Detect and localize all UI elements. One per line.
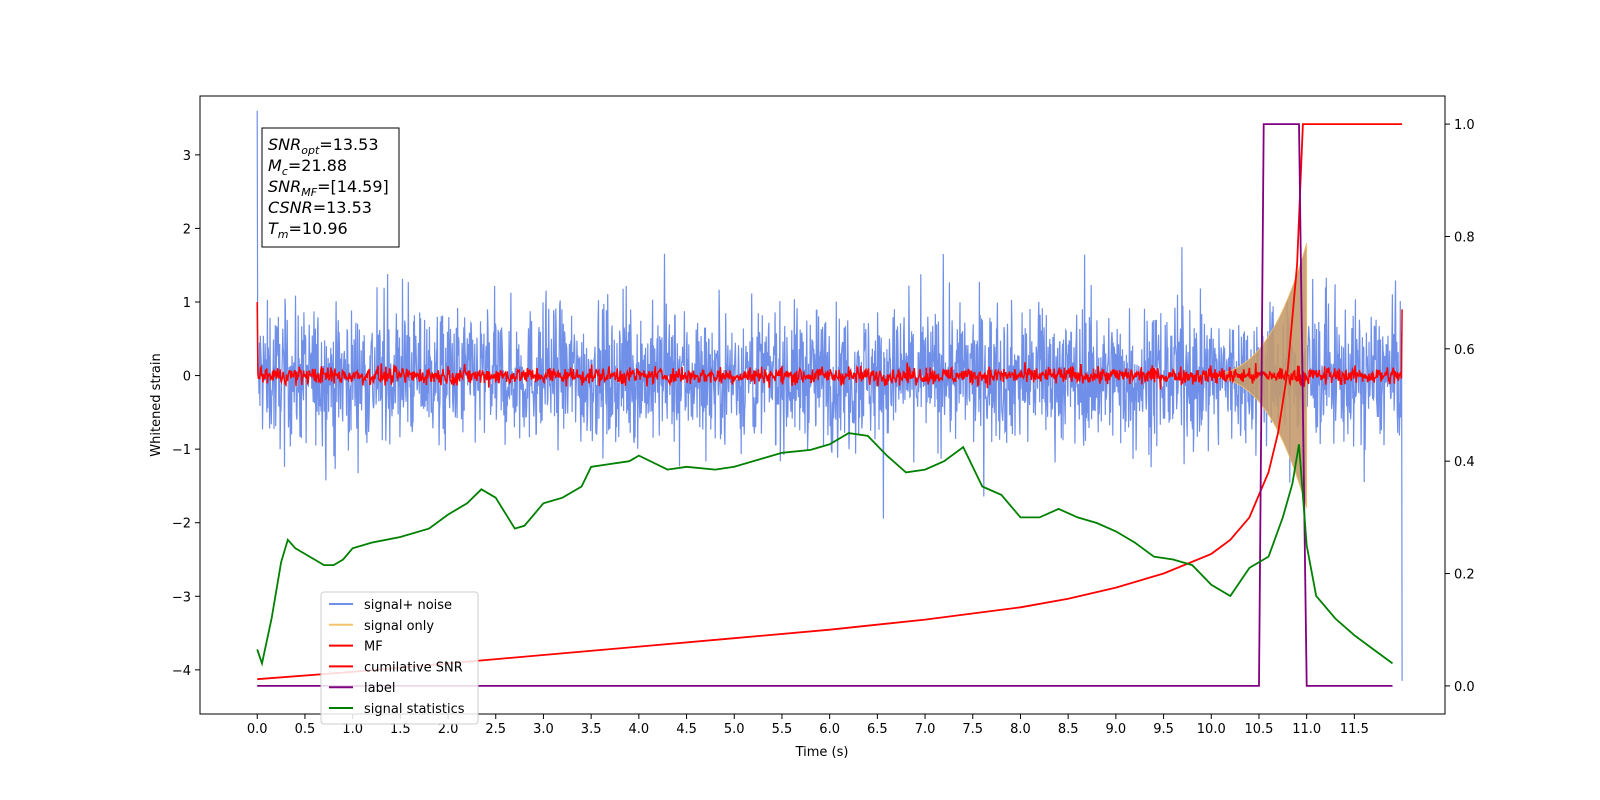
right-y-axis: 1.0 0.8 0.6 0.4 0.2 0.0 xyxy=(1445,118,1475,695)
y-left-tick-label: −4 xyxy=(172,664,191,679)
x-axis: 0.0 0.5 1.0 1.5 2.0 2.5 3.0 3.5 4.0 4.5 5.0 5.5 6.0 6… xyxy=(247,714,1369,737)
x-tick-label: 0.5 xyxy=(295,722,316,737)
y-left-tick-label: 2 xyxy=(183,222,191,237)
x-tick-label: 11.0 xyxy=(1292,722,1321,737)
x-tick-label: 11.5 xyxy=(1340,722,1369,737)
y-right-tick-label: 0.2 xyxy=(1454,568,1475,583)
x-tick-label: 1.5 xyxy=(390,722,411,737)
x-tick-label: 6.0 xyxy=(819,722,840,737)
legend-label-signal-statistics: signal statistics xyxy=(364,702,465,717)
x-tick-label: 4.0 xyxy=(629,722,650,737)
plot-area xyxy=(256,110,1403,687)
y-left-tick-label: −3 xyxy=(172,590,191,605)
y-right-tick-label: 0.4 xyxy=(1454,455,1475,470)
x-tick-label: 0.0 xyxy=(247,722,268,737)
legend-label-mf: MF xyxy=(364,640,383,655)
y-right-tick-label: 0.0 xyxy=(1454,680,1475,695)
y-left-tick-label: −1 xyxy=(172,443,191,458)
y-left-tick-label: 0 xyxy=(183,370,191,385)
y-right-tick-label: 1.0 xyxy=(1454,118,1475,133)
x-tick-label: 10.5 xyxy=(1244,722,1273,737)
x-tick-label: 8.0 xyxy=(1010,722,1031,737)
x-tick-label: 3.5 xyxy=(581,722,602,737)
y-axis-label: Whitened strain xyxy=(149,353,164,456)
x-tick-label: 7.5 xyxy=(962,722,983,737)
x-tick-label: 3.0 xyxy=(533,722,554,737)
x-tick-label: 9.5 xyxy=(1153,722,1174,737)
legend-frame xyxy=(320,591,479,725)
x-tick-label: 5.5 xyxy=(772,722,793,737)
y-left-tick-label: 1 xyxy=(183,296,191,311)
annotation-line: Tm=10.96 xyxy=(268,219,348,241)
x-tick-label: 1.0 xyxy=(342,722,363,737)
stats-annotation-box: SNRopt=13.53Mc=21.88SNRMF=[14.59]CSNR=13… xyxy=(261,127,400,248)
y-left-tick-label: 3 xyxy=(183,149,191,164)
legend-label-signal-only: signal only xyxy=(364,619,434,634)
annotation-line: CSNR=13.53 xyxy=(268,198,372,217)
x-tick-label: 8.5 xyxy=(1058,722,1079,737)
x-axis-label: Time (s) xyxy=(795,745,849,760)
series-label xyxy=(257,123,1393,687)
x-tick-label: 2.0 xyxy=(438,722,459,737)
legend: signal+ noise signal only MF cumilative SNR… xyxy=(320,591,479,725)
x-tick-label: 6.5 xyxy=(867,722,888,737)
x-tick-label: 10.0 xyxy=(1197,722,1226,737)
plot-frame xyxy=(199,95,1446,715)
legend-label-signal-noise: signal+ noise xyxy=(364,598,452,613)
x-tick-label: 5.0 xyxy=(724,722,745,737)
y-right-tick-label: 0.6 xyxy=(1454,343,1475,358)
annotation-line: SNRMF=[14.59] xyxy=(268,177,389,199)
legend-label-cumilative-snr: cumilative SNR xyxy=(364,660,463,675)
x-tick-label: 9.0 xyxy=(1106,722,1127,737)
series-cumilative-snr xyxy=(257,123,1403,681)
legend-label-label: label xyxy=(364,681,395,696)
x-tick-label: 2.5 xyxy=(485,722,506,737)
y-left-tick-label: −2 xyxy=(172,517,191,532)
x-tick-label: 4.5 xyxy=(676,722,697,737)
annotation-frame xyxy=(261,127,400,248)
x-tick-label: 7.0 xyxy=(915,722,936,737)
left-y-axis: 3 2 1 0 −1 −2 −3 −4 xyxy=(172,149,200,679)
annotation-line: SNRopt=13.53 xyxy=(268,135,379,157)
series-mf xyxy=(256,301,1403,390)
y-right-tick-label: 0.8 xyxy=(1454,230,1475,245)
annotation-line: Mc=21.88 xyxy=(268,156,347,178)
series-signal-statistics xyxy=(256,432,1394,667)
